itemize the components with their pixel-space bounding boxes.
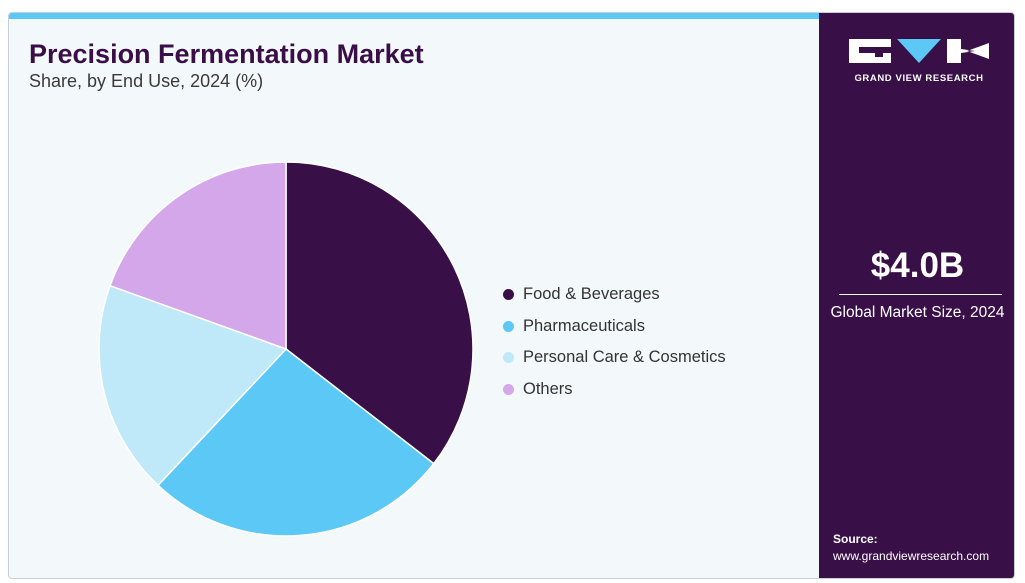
chart-card: Precision Fermentation Market Share, by …: [8, 12, 1015, 579]
chart-subtitle: Share, by End Use, 2024 (%): [29, 71, 264, 91]
legend-swatch: [503, 352, 514, 364]
legend-item-pharmaceuticals: Pharmaceuticals: [503, 311, 726, 343]
legend-swatch: [503, 289, 514, 301]
legend-label: Food & Beverages: [523, 285, 660, 304]
accent-bar: [9, 13, 819, 19]
legend-swatch: [503, 383, 514, 395]
summary-panel: GRAND VIEW RESEARCH $4.0B Global Market …: [819, 13, 1014, 578]
pie-slice-food-beverages: [285, 161, 474, 465]
legend-label: Pharmaceuticals: [523, 316, 645, 335]
pie-chart: [98, 161, 474, 537]
legend-item-personal-care: Personal Care & Cosmetics: [503, 342, 726, 374]
pie-slice-personal-care-cosmetics: [98, 284, 288, 487]
legend-swatch: [503, 320, 514, 332]
logo-text: GRAND VIEW RESEARCH: [854, 73, 984, 84]
source-label: Source:: [833, 532, 878, 546]
divider: [839, 294, 1002, 295]
pie-slice-pharmaceuticals: [156, 347, 435, 537]
chart-legend: Food & Beverages Pharmaceuticals Persona…: [503, 279, 726, 405]
legend-item-others: Others: [503, 374, 726, 406]
gvr-logo-icon: [849, 39, 989, 63]
chart-title: Precision Fermentation Market: [29, 39, 424, 69]
pie-slice-others: [109, 161, 287, 351]
legend-label: Personal Care & Cosmetics: [523, 348, 726, 367]
source-link[interactable]: www.grandviewresearch.com: [833, 549, 990, 563]
grand-view-research-logo: GRAND VIEW RESEARCH: [849, 39, 989, 89]
legend-item-food-beverages: Food & Beverages: [503, 279, 726, 311]
market-size-label: Global Market Size, 2024: [830, 304, 1005, 321]
legend-label: Others: [523, 379, 573, 398]
market-size-value: $4.0B: [870, 246, 965, 285]
